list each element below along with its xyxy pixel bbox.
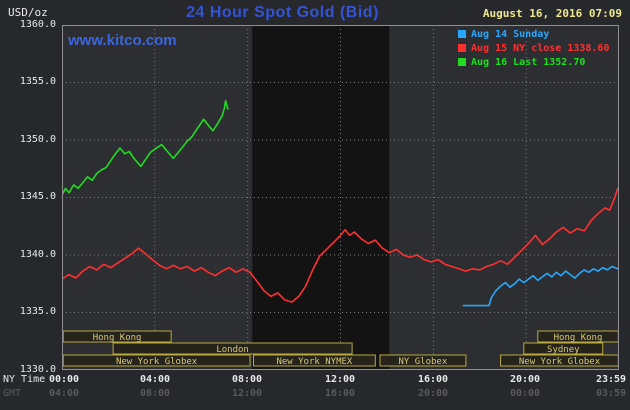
session-label: London xyxy=(216,345,249,355)
y-tick-label: 1355.0 xyxy=(19,76,56,87)
x-tick-label: 12:00 xyxy=(324,374,356,385)
x-gmt-tick-label: 08:00 xyxy=(139,388,171,399)
legend-item-aug14: Aug 14 Sunday xyxy=(458,27,609,41)
plot-border xyxy=(62,25,619,370)
session-label: New York NYMEX xyxy=(276,357,352,367)
series-line-aug16 xyxy=(62,100,229,196)
x-gmt-tick-label: 03:59 xyxy=(595,388,627,399)
x-gmt-tick-label: 04:00 xyxy=(48,388,80,399)
x-tick-label: 04:00 xyxy=(139,374,171,385)
chart-title: 24 Hour Spot Gold (Bid) xyxy=(186,4,379,21)
x-gmt-tick-label: 16:00 xyxy=(324,388,356,399)
y-tick-label: 1335.0 xyxy=(19,306,56,317)
x-tick-label: 20:00 xyxy=(509,374,541,385)
x-tick-label: 23:59 xyxy=(595,374,627,385)
x-tick-label: 00:00 xyxy=(48,374,80,385)
x-gmt-tick-label: 00:00 xyxy=(509,388,541,399)
legend-label: Aug 16 Last 1352.70 xyxy=(471,56,586,68)
session-box xyxy=(379,354,467,367)
session-box xyxy=(62,354,251,367)
x-gmt-tick-label: 12:00 xyxy=(231,388,263,399)
session-label: NY Globex xyxy=(399,357,448,367)
x-tick-label: 08:00 xyxy=(231,374,263,385)
session-box xyxy=(523,342,604,355)
session-label: New York Globex xyxy=(519,357,601,367)
session-box xyxy=(253,354,376,367)
session-box xyxy=(112,342,353,355)
y-tick-label: 1345.0 xyxy=(19,191,56,202)
x-gmt-tick-label: 20:00 xyxy=(417,388,449,399)
series-aug15-marker-icon xyxy=(458,44,466,52)
y-tick-label: 1360.0 xyxy=(19,19,56,30)
nymex-session-band xyxy=(252,25,390,370)
kitco-watermark-link[interactable]: www.kitco.com xyxy=(68,32,177,49)
x-tick-label: 16:00 xyxy=(417,374,449,385)
session-label: Hong Kong xyxy=(93,333,142,343)
y-tick-label: 1330.0 xyxy=(19,364,56,375)
legend: Aug 14 Sunday Aug 15 NY close 1338.60 Au… xyxy=(458,27,609,69)
legend-item-aug15: Aug 15 NY close 1338.60 xyxy=(458,41,609,55)
series-aug16-marker-icon xyxy=(458,58,466,66)
series-line-aug15 xyxy=(62,187,619,303)
y-tick-label: 1340.0 xyxy=(19,249,56,260)
ny-time-axis-name: NY Time xyxy=(3,374,46,385)
legend-item-aug16: Aug 16 Last 1352.70 xyxy=(458,55,609,69)
legend-label: Aug 15 NY close 1338.60 xyxy=(471,42,610,54)
y-tick-label: 1350.0 xyxy=(19,134,56,145)
chart-datetime: August 16, 2016 07:09 xyxy=(482,7,622,20)
session-label: Sydney xyxy=(547,345,580,355)
series-line-aug14 xyxy=(462,265,619,307)
session-box xyxy=(62,330,172,343)
series-aug14-marker-icon xyxy=(458,30,466,38)
plot-area: Hong Kong Hong Kong London Sydney New York G… xyxy=(62,25,619,370)
session-label: New York Globex xyxy=(116,357,198,367)
session-label: Hong Kong xyxy=(554,333,603,343)
legend-label: Aug 14 Sunday xyxy=(471,28,550,40)
y-axis-unit-label: USD/oz xyxy=(8,6,48,19)
gmt-axis-name: GMT xyxy=(3,388,22,399)
